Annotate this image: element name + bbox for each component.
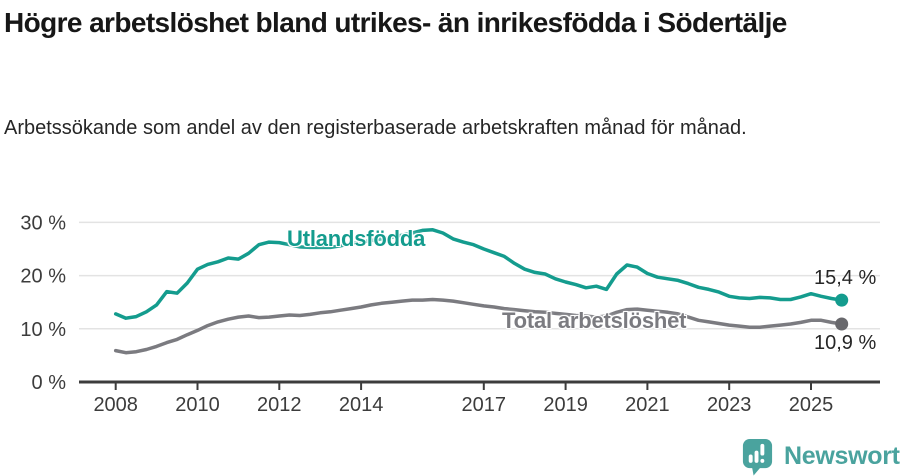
newsworthy-logo-text: Newsworthy xyxy=(784,441,900,470)
x-axis-tick-label: 2012 xyxy=(257,394,302,416)
series-end-dot xyxy=(835,317,849,331)
series-end-dot xyxy=(835,293,849,307)
chart-title: Högre arbetslöshet bland utrikes- än inr… xyxy=(4,7,787,38)
x-axis-tick-label: 2010 xyxy=(175,394,220,416)
end-value-total-arbetsloshet: 10,9 % xyxy=(814,332,877,354)
series-line xyxy=(113,228,844,320)
end-value-utlandsfodda: 15,4 % xyxy=(814,267,877,289)
chart-subtitle: Arbetssökande som andel av den registerb… xyxy=(4,117,747,139)
x-axis-tick-label: 2023 xyxy=(707,394,752,416)
series-label-total-arbetsloshet: Total arbetslöshet xyxy=(502,308,687,333)
newsworthy-logo-icon xyxy=(742,438,773,475)
y-axis-tick-label: 20 % xyxy=(20,266,66,288)
x-axis-tick-label: 2014 xyxy=(339,394,384,416)
y-axis-tick-label: 10 % xyxy=(20,319,66,341)
newsworthy-brand-link[interactable]: Newsworthy xyxy=(740,438,900,475)
y-axis-tick-label: 30 % xyxy=(20,212,66,234)
logo-bar-chart-glyph xyxy=(748,443,765,463)
series-label-utlandsfodda: Utlandsfödda xyxy=(287,226,426,251)
y-axis-tick-label: 0 % xyxy=(32,372,67,394)
x-axis-tick-label: 2021 xyxy=(625,394,670,416)
x-axis-tick-label: 2008 xyxy=(93,394,138,416)
x-axis-tick-label: 2017 xyxy=(462,394,507,416)
series-line xyxy=(113,297,844,355)
line-chart-canvas: 0 % 10 % 20 % 30 % 2008 2010 2012 2014 2017 2019 2… xyxy=(20,212,880,416)
x-axis-tick-label: 2019 xyxy=(543,394,588,416)
x-axis-tick-label: 2025 xyxy=(789,394,834,416)
